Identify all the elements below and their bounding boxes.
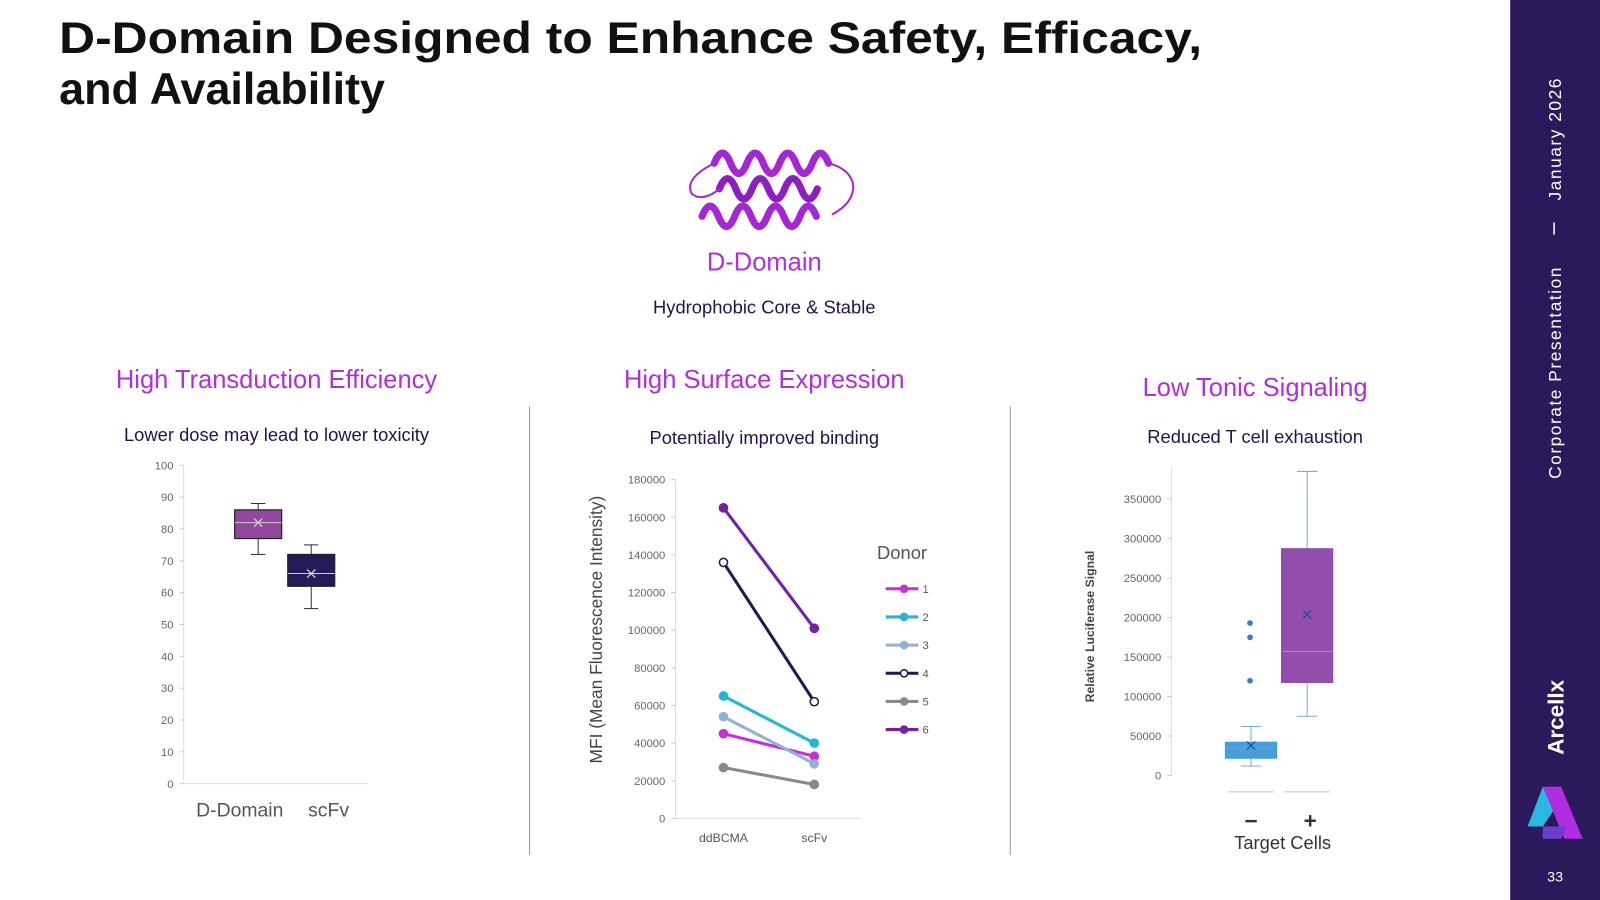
y-tick-label: 100 <box>155 460 174 472</box>
y-tick-label: 20000 <box>634 776 665 788</box>
sidebar-brand: Arcellx <box>1543 679 1568 754</box>
legend-label: 6 <box>922 725 928 737</box>
y-tick-label: 300000 <box>1124 534 1161 546</box>
legend-marker <box>899 612 909 622</box>
legend-marker <box>899 725 909 734</box>
y-tick-label: 70 <box>161 556 173 568</box>
y-tick-label: 0 <box>1155 771 1161 783</box>
box <box>287 553 336 587</box>
series-line <box>722 715 815 766</box>
y-tick-label: 40000 <box>634 738 665 750</box>
y-tick-label: 100000 <box>628 625 665 637</box>
y-tick-label: 0 <box>167 779 173 791</box>
protein-illustration <box>689 149 855 230</box>
title-line: D-Domain Designed to Enhance Safety, Eff… <box>59 12 1202 63</box>
brand-logo <box>1527 786 1583 839</box>
y-tick-label: 180000 <box>628 475 665 487</box>
box <box>1224 741 1278 759</box>
point <box>809 738 820 748</box>
page-number: 33 <box>1547 870 1563 886</box>
y-tick-label: 150000 <box>1124 652 1161 664</box>
y-tick-label: 200000 <box>1124 613 1161 625</box>
y-tick-label: 140000 <box>628 550 665 562</box>
outlier <box>1247 620 1253 626</box>
legend-label: 2 <box>922 612 928 624</box>
panel-heading: High Transduction Efficiency <box>116 366 438 394</box>
sidebar <box>1510 0 1600 900</box>
x-tick-label: ddBCMA <box>699 831 749 845</box>
y-tick-label: 50000 <box>1130 731 1161 743</box>
point <box>809 623 820 634</box>
legend-marker <box>899 697 909 706</box>
y-tick-label: 350000 <box>1124 494 1161 506</box>
series-line <box>722 694 815 745</box>
mean-marker <box>253 518 263 528</box>
series-line <box>723 766 815 786</box>
legend-label: 3 <box>922 640 928 652</box>
sidebar-section: Corporate Presentation <box>1545 266 1565 479</box>
legend-marker <box>899 640 909 650</box>
center-subtitle: Hydrophobic Core & Stable <box>653 296 875 317</box>
point <box>718 502 729 513</box>
title-line: and Availability <box>59 63 385 114</box>
point <box>809 779 820 790</box>
point <box>809 696 820 707</box>
center-heading: D-Domain <box>707 248 822 276</box>
x-tick-label: scFv <box>801 831 828 845</box>
legend-marker <box>899 584 909 594</box>
y-axis-label: MFI (Mean Fluorescence Intensity) <box>586 496 606 764</box>
x-axis-label: Target Cells <box>1234 832 1331 853</box>
mean-marker <box>306 569 316 579</box>
legend-label: 4 <box>922 668 928 680</box>
point <box>718 728 729 739</box>
series-line <box>722 506 816 630</box>
point <box>718 711 729 722</box>
legend-label: 1 <box>922 584 928 596</box>
outlier <box>1247 634 1253 641</box>
sidebar-date: January 2026 <box>1545 77 1565 200</box>
mean-marker <box>1246 740 1256 751</box>
x-tick-label: D-Domain <box>196 799 283 821</box>
x-tick-label: − <box>1244 809 1257 834</box>
box <box>1281 548 1334 683</box>
y-tick-label: 90 <box>161 492 173 504</box>
panel-subtitle: Lower dose may lead to lower toxicity <box>124 424 430 445</box>
y-tick-label: 30 <box>161 683 173 695</box>
point <box>718 691 729 701</box>
x-tick-label: + <box>1304 809 1317 834</box>
y-tick-label: 60000 <box>634 701 665 713</box>
y-tick-label: 120000 <box>628 588 665 600</box>
y-tick-label: 250000 <box>1124 573 1161 585</box>
panel-heading: Low Tonic Signaling <box>1143 374 1368 402</box>
y-tick-label: 10 <box>161 747 173 759</box>
panel-subtitle: Reduced T cell exhaustion <box>1147 426 1363 447</box>
y-tick-label: 80 <box>161 524 173 536</box>
y-tick-label: 160000 <box>628 512 665 524</box>
y-tick-label: 40 <box>161 651 173 663</box>
box <box>234 509 283 540</box>
mean-marker <box>1302 609 1312 619</box>
y-tick-label: 50 <box>161 620 173 632</box>
point <box>718 557 729 568</box>
y-tick-label: 20 <box>161 715 173 727</box>
panel-subtitle: Potentially improved binding <box>649 427 879 448</box>
legend-label: 5 <box>922 697 928 709</box>
point <box>718 762 729 773</box>
x-tick-label: scFv <box>308 799 349 821</box>
panel-heading: High Surface Expression <box>624 366 905 394</box>
series-line <box>723 732 815 758</box>
point <box>809 758 820 769</box>
outlier <box>1247 677 1253 684</box>
legend-marker <box>899 668 909 678</box>
y-tick-label: 80000 <box>634 663 665 675</box>
y-tick-label: 0 <box>659 813 665 825</box>
y-axis-label: Relative Luciferase Signal <box>1083 551 1097 703</box>
legend-title: Donor <box>877 542 927 563</box>
series-line <box>722 561 816 703</box>
y-tick-label: 100000 <box>1124 692 1161 704</box>
y-tick-label: 60 <box>161 588 173 600</box>
